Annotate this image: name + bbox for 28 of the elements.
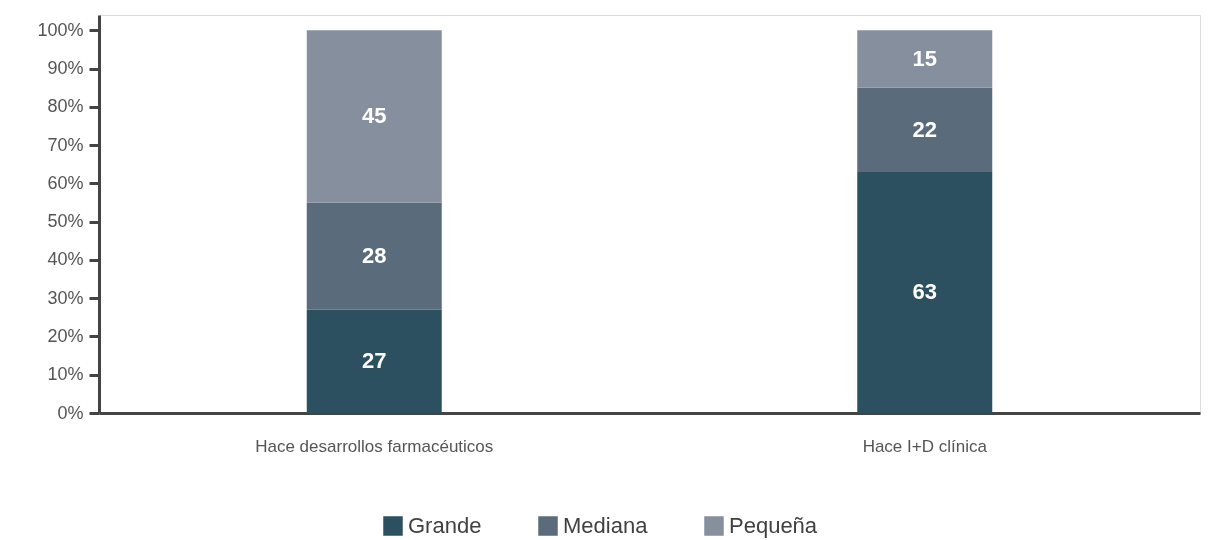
y-tick-label: 90%	[47, 58, 84, 79]
data-label: 15	[912, 46, 937, 72]
bar	[857, 87, 993, 172]
y-tick-label: 60%	[47, 172, 84, 193]
bar	[306, 309, 442, 413]
y-tick-label: 10%	[47, 364, 84, 385]
y-tick-label: 80%	[47, 96, 84, 117]
legend-label: Mediana	[563, 513, 649, 538]
legend-label: Grande	[408, 513, 482, 538]
x-tick-label: Hace desarrollos farmacéuticos	[255, 436, 494, 456]
data-label: 22	[912, 116, 937, 142]
bar	[857, 171, 993, 413]
x-tick-label: Hace I+D clínica	[862, 436, 988, 456]
bar	[306, 202, 442, 310]
y-tick-label: 0%	[57, 402, 84, 423]
y-tick-label: 50%	[47, 211, 84, 232]
data-label: 63	[912, 279, 937, 305]
bar	[857, 30, 993, 88]
y-tick-label: 70%	[47, 134, 84, 155]
data-label: 27	[362, 348, 387, 374]
data-label: 28	[362, 243, 387, 269]
data-label: 45	[362, 103, 387, 129]
bar	[306, 30, 442, 203]
y-tick-label: 20%	[47, 325, 84, 346]
y-tick-label: 40%	[47, 249, 84, 270]
y-tick-label: 30%	[47, 287, 84, 308]
y-tick-label: 100%	[37, 19, 84, 40]
legend-label: Pequeña	[729, 513, 818, 538]
